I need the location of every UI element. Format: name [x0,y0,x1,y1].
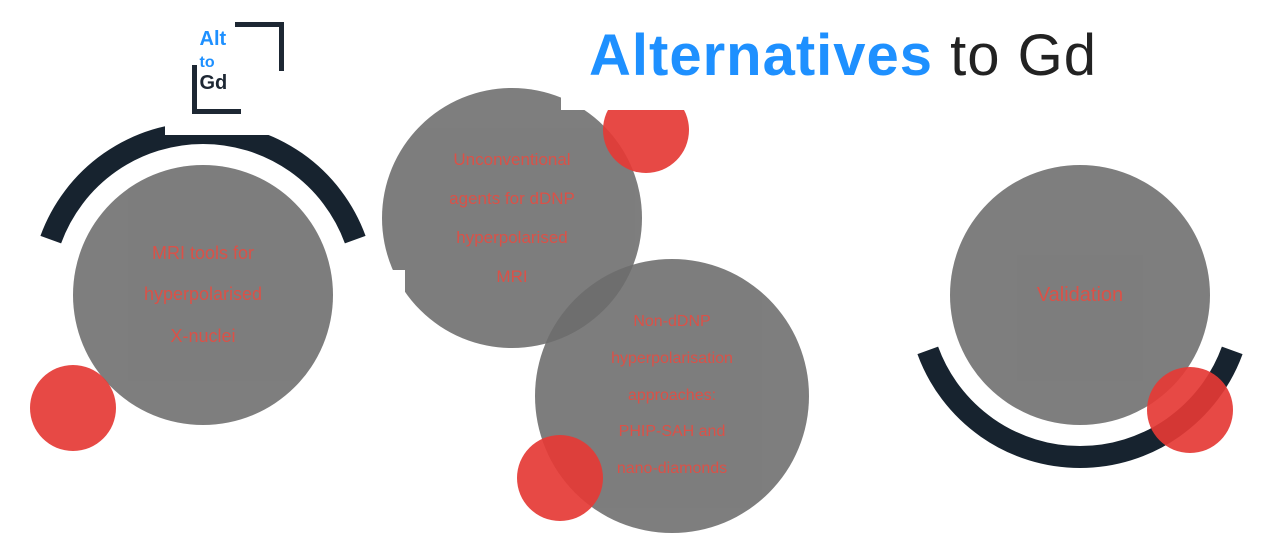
title-word-1: Alternatives [589,22,933,89]
logo-frame: Alt to Gd [192,22,284,114]
logo-line2: to [200,54,215,71]
infographic-canvas: MRI tools forhyperpolarisedX-nuclei Uncon… [0,0,1270,543]
node-label: Validation [962,272,1198,318]
node-label: Unconventionalagents for dDNPhyperpolari… [394,140,630,296]
connector-tab [885,270,923,320]
logo-card: Alt to Gd [165,0,310,135]
title-word-3: Gd [1018,22,1097,89]
accent-dot [517,435,603,521]
logo-line1: Alt [200,28,227,50]
accent-dot [1147,367,1233,453]
node-n1: MRI tools forhyperpolarisedX-nuclei [73,165,333,425]
accent-dot [30,365,116,451]
title-word-2: to [950,22,1000,89]
node-label: MRI tools forhyperpolarisedX-nuclei [85,233,321,357]
logo-text: Alt to Gd [200,28,228,94]
connector-tab [367,270,405,320]
title-band: Alternatives to Gd [561,0,1270,110]
logo-line3: Gd [200,72,228,94]
